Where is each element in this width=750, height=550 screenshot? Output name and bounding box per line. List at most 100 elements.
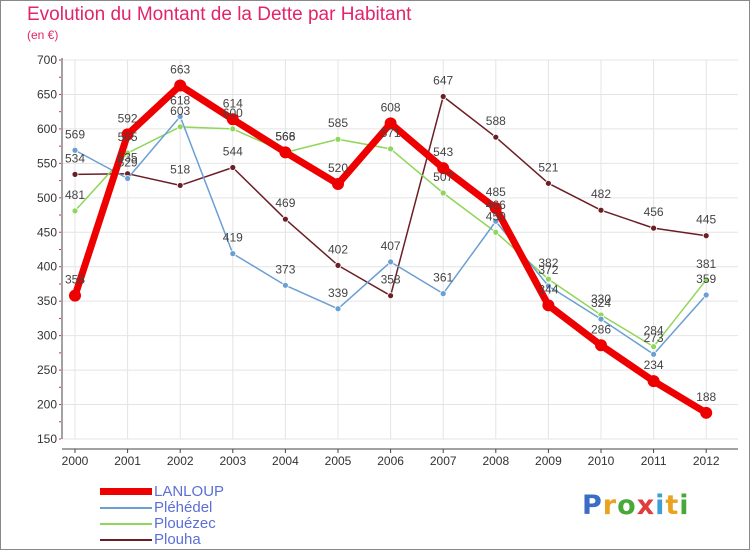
legend-swatch-plehedel xyxy=(100,507,152,509)
value-label-plouezec: 568 xyxy=(275,129,295,143)
value-label-lanloup: 188 xyxy=(696,390,716,404)
data-point-plouha xyxy=(492,133,500,141)
legend-label-plehedel: Pléhédel xyxy=(154,499,213,516)
y-tick-label: 650 xyxy=(37,87,57,101)
data-point-plouezec xyxy=(650,343,657,351)
value-label-plouha: 445 xyxy=(696,213,716,227)
legend-item-lanloup: LANLOUP xyxy=(100,483,300,500)
data-point-lanloup xyxy=(226,113,239,126)
data-point-plouha xyxy=(176,182,184,189)
value-label-plouha: 535 xyxy=(118,151,138,165)
data-point-plouezec xyxy=(334,135,342,143)
value-label-lanloup: 358 xyxy=(65,273,85,287)
data-point-lanloup xyxy=(174,79,187,92)
x-tick-label: 2012 xyxy=(693,454,720,468)
data-point-lanloup xyxy=(700,406,713,419)
legend-swatch-lanloup xyxy=(100,488,152,495)
y-tick-label: 150 xyxy=(37,432,57,446)
data-point-plouha xyxy=(71,170,79,178)
value-label-plouha: 456 xyxy=(644,205,664,219)
value-label-lanloup: 608 xyxy=(381,100,401,114)
data-point-plehedel xyxy=(545,282,552,290)
data-point-plouha xyxy=(545,179,552,187)
value-label-lanloup: 286 xyxy=(591,322,611,336)
value-label-plouezec: 600 xyxy=(223,106,243,120)
x-tick-label: 2001 xyxy=(114,454,141,468)
y-tick-label: 200 xyxy=(37,398,57,412)
y-tick-label: 550 xyxy=(37,156,57,170)
value-label-plouezec: 585 xyxy=(328,116,348,130)
data-point-plouezec xyxy=(545,275,552,283)
value-label-plouha: 358 xyxy=(381,273,401,287)
value-label-plehedel: 407 xyxy=(381,239,401,253)
data-point-plehedel xyxy=(176,113,184,120)
value-label-lanloup: 234 xyxy=(644,358,664,372)
data-point-plehedel xyxy=(229,250,237,258)
value-label-plouha: 647 xyxy=(433,74,453,88)
y-tick-label: 700 xyxy=(37,53,57,67)
data-point-plehedel xyxy=(334,305,342,313)
value-label-plehedel: 466 xyxy=(486,198,506,212)
x-tick-label: 2008 xyxy=(482,454,509,468)
series-layer xyxy=(69,79,713,419)
data-point-plehedel xyxy=(597,315,605,323)
data-point-plouha xyxy=(702,232,710,240)
value-label-plehedel: 372 xyxy=(538,263,558,277)
value-label-plehedel: 529 xyxy=(118,156,138,170)
data-point-plehedel xyxy=(387,258,395,266)
value-label-plouezec: 603 xyxy=(170,104,190,118)
data-point-lanloup xyxy=(121,128,134,141)
axes: 150 200 250 300 350 400 450 500 550 600 650 700 2000… xyxy=(37,53,738,468)
value-label-lanloup: 592 xyxy=(118,111,138,125)
value-label-plehedel: 324 xyxy=(591,296,611,310)
data-point-plouha xyxy=(650,224,657,232)
value-label-plouezec: 481 xyxy=(65,188,85,202)
data-point-lanloup xyxy=(595,339,607,352)
value-label-plouezec: 381 xyxy=(696,257,716,271)
legend-label-plouezec: Plouézec xyxy=(154,515,216,532)
data-point-lanloup xyxy=(384,117,397,130)
data-point-plouha xyxy=(229,164,237,171)
value-label-plouezec: 571 xyxy=(381,126,401,140)
y-tick-label: 400 xyxy=(37,260,57,274)
x-tick-label: 2002 xyxy=(167,454,194,468)
value-label-plouezec: 382 xyxy=(538,256,558,270)
data-point-plehedel xyxy=(124,175,131,182)
y-tick-label: 250 xyxy=(37,363,57,377)
value-label-plehedel: 273 xyxy=(644,331,664,345)
logo-letter: o xyxy=(617,490,637,521)
value-label-plouezec: 565 xyxy=(118,130,138,144)
data-point-lanloup xyxy=(437,162,450,175)
data-point-plouha xyxy=(281,215,289,223)
data-point-plehedel xyxy=(439,290,447,298)
value-label-plehedel: 569 xyxy=(65,127,85,141)
x-tick-label: 2003 xyxy=(219,454,246,468)
x-tick-label: 2004 xyxy=(272,454,299,468)
y-tick-label: 600 xyxy=(37,122,57,136)
data-point-plouha xyxy=(597,206,605,214)
value-label-plouha: 469 xyxy=(275,196,295,210)
value-label-plouha: 402 xyxy=(328,242,348,256)
y-tick-label: 500 xyxy=(37,191,57,205)
value-label-plehedel: 618 xyxy=(170,94,190,108)
value-label-plehedel: 419 xyxy=(223,231,243,245)
legend-label-plouha: Plouha xyxy=(154,531,201,548)
data-point-lanloup xyxy=(69,289,81,302)
value-label-lanloup: 520 xyxy=(328,161,348,175)
x-tick-label: 2005 xyxy=(325,454,352,468)
value-label-plouezec: 330 xyxy=(591,292,611,306)
value-label-plouha: 588 xyxy=(486,114,506,128)
value-label-plouezec: 284 xyxy=(644,324,664,338)
data-point-plouezec xyxy=(492,228,500,236)
data-point-lanloup xyxy=(332,178,344,191)
value-label-lanloup: 663 xyxy=(170,62,190,76)
value-label-plouezec: 507 xyxy=(433,170,453,184)
legend: LANLOUP Pléhédel Plouézec Plouha xyxy=(100,483,300,548)
data-point-lanloup xyxy=(647,375,660,388)
value-label-lanloup: 485 xyxy=(486,185,506,199)
x-tick-label: 2011 xyxy=(641,454,667,468)
data-point-lanloup xyxy=(489,202,502,215)
data-point-lanloup xyxy=(542,299,555,312)
